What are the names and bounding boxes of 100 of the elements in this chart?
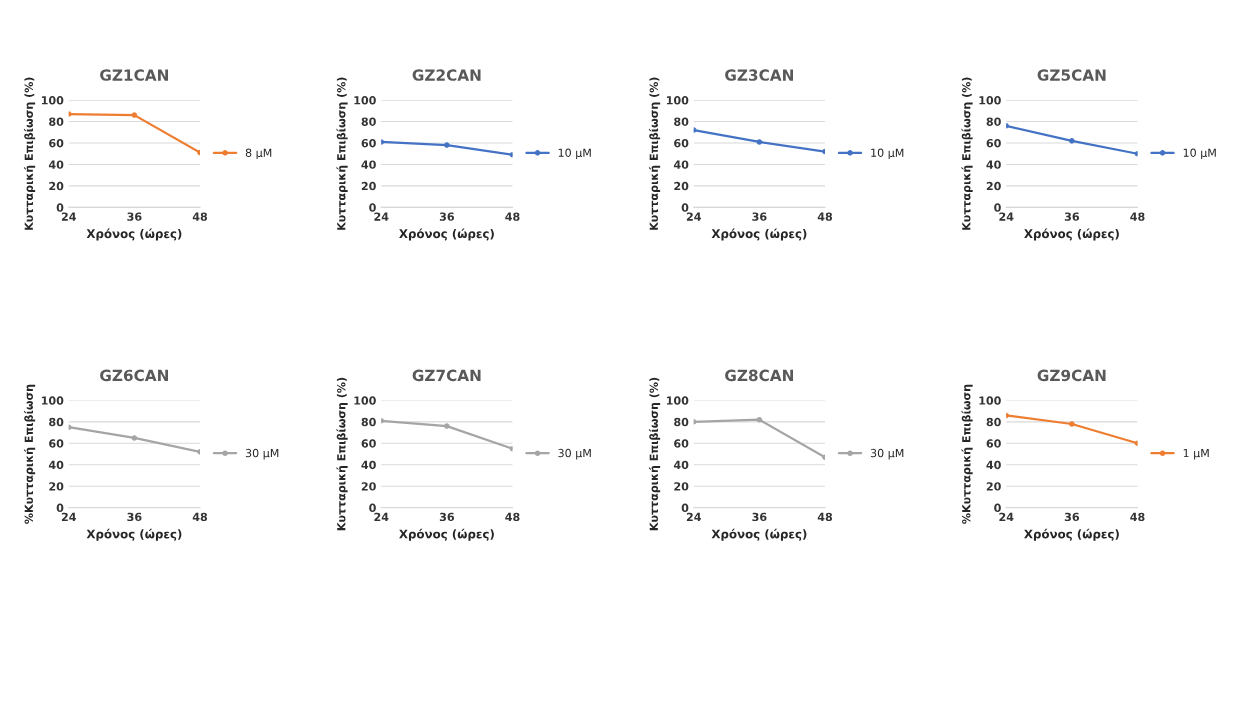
- y-axis-title: Κυτταρική Επιβίωση (%): [336, 77, 348, 230]
- legend-label: 30 μM: [870, 448, 904, 460]
- point: [1069, 421, 1075, 427]
- y-tick-label: 20: [986, 181, 1001, 191]
- x-tick-label: 24: [374, 512, 389, 521]
- chart-title: GZ7CAN: [412, 369, 481, 382]
- x-axis-title: Χρόνος (ώρες): [399, 528, 494, 541]
- x-tick-label: 48: [1130, 512, 1145, 522]
- y-tick-label: 0: [56, 503, 64, 513]
- chart-title: GZ5CAN: [1037, 69, 1106, 81]
- y-tick-label: 40: [361, 160, 376, 169]
- legend-label: 10 μM: [871, 148, 904, 160]
- legend-label: 1 μM: [1183, 448, 1209, 460]
- y-tick-label: 80: [49, 117, 64, 126]
- y-tick-label: 20: [674, 482, 689, 491]
- y-tick-label: 100: [354, 396, 376, 405]
- y-axis-title: Κυτταρική Επιβίωση (%): [23, 77, 36, 230]
- x-tick-label: 24: [61, 512, 76, 521]
- y-tick-label: 80: [986, 417, 1001, 427]
- y-tick-label: 80: [361, 117, 376, 126]
- x-tick-label: 36: [439, 512, 455, 522]
- x-tick-label: 48: [817, 512, 833, 522]
- y-tick-label: 0: [369, 503, 376, 513]
- y-tick-label: 100: [979, 396, 1001, 405]
- y-tick-label: 40: [986, 460, 1001, 470]
- x-axis-title: Χρόνος (ώρες): [399, 228, 494, 241]
- y-tick-label: 100: [41, 96, 64, 105]
- x-axis-title: Χρόνος (ώρες): [86, 528, 182, 541]
- y-tick-label: 20: [986, 482, 1001, 491]
- y-tick-label: 100: [666, 396, 689, 405]
- chart-title: GZ6CAN: [100, 369, 169, 382]
- y-axis-title: %Κυτταρική Επιβίωση: [23, 384, 36, 524]
- legend-label: 8 μM: [245, 148, 272, 160]
- x-tick-label: 48: [505, 212, 520, 221]
- legend-label: 30 μM: [245, 448, 279, 460]
- x-tick-label: 36: [1064, 512, 1080, 522]
- y-tick-label: 40: [48, 460, 64, 470]
- x-axis-title: Χρόνος (ώρες): [1024, 228, 1119, 241]
- y-tick-label: 0: [994, 503, 1001, 513]
- x-axis-title: Χρόνος (ώρες): [711, 228, 807, 241]
- y-axis-title: Κυτταρική Επιβίωση (%): [961, 77, 973, 230]
- y-tick-label: 60: [49, 439, 64, 448]
- x-tick-label: 36: [1064, 212, 1080, 221]
- chart-title: GZ9CAN: [1037, 369, 1106, 382]
- point: [1069, 138, 1075, 144]
- y-tick-label: 80: [674, 417, 689, 427]
- y-tick-label: 0: [681, 503, 689, 513]
- chart-title: GZ1CAN: [100, 69, 169, 81]
- y-tick-label: 20: [49, 181, 64, 191]
- y-axis-title: Κυτταρική Επιβίωση (%): [648, 77, 661, 230]
- x-tick-label: 48: [192, 512, 208, 522]
- y-tick-label: 100: [979, 96, 1001, 105]
- legend-label: 30 μM: [558, 448, 591, 460]
- x-tick-label: 24: [61, 212, 76, 221]
- y-tick-label: 0: [994, 203, 1001, 212]
- x-tick-label: 36: [752, 512, 767, 522]
- x-tick-label: 24: [686, 212, 701, 221]
- x-tick-label: 36: [439, 212, 455, 221]
- y-tick-label: 60: [361, 138, 376, 148]
- x-tick-label: 48: [505, 512, 520, 522]
- y-tick-label: 20: [674, 181, 689, 191]
- x-tick-label: 36: [752, 212, 767, 221]
- x-axis-title: Χρόνος (ώρες): [711, 528, 807, 541]
- point: [444, 423, 450, 429]
- y-tick-label: 0: [681, 203, 689, 212]
- y-tick-label: 40: [673, 160, 689, 169]
- x-tick-label: 36: [127, 212, 142, 221]
- y-tick-label: 60: [674, 439, 689, 448]
- y-tick-label: 20: [361, 482, 376, 491]
- y-tick-label: 0: [56, 203, 64, 212]
- y-axis-title: Κυτταρική Επιβίωση (%): [336, 377, 348, 531]
- y-tick-label: 60: [49, 138, 64, 148]
- x-tick-label: 24: [686, 512, 701, 521]
- y-tick-label: 40: [361, 460, 376, 470]
- y-tick-label: 100: [41, 396, 64, 405]
- chart-title: GZ2CAN: [412, 69, 481, 81]
- y-tick-label: 80: [49, 417, 64, 427]
- y-tick-label: 100: [666, 96, 689, 105]
- chart-title: GZ8CAN: [725, 369, 794, 382]
- legend-label: 10 μM: [558, 148, 591, 160]
- y-tick-label: 60: [986, 138, 1001, 148]
- y-axis-title: %Κυτταρική Επιβίωση: [961, 384, 973, 524]
- legend-label: 10 μM: [1183, 148, 1216, 160]
- point: [444, 142, 450, 148]
- x-tick-label: 24: [999, 512, 1014, 521]
- y-tick-label: 60: [674, 138, 689, 148]
- x-tick-label: 24: [374, 212, 389, 221]
- y-axis-title: Κυτταρική Επιβίωση (%): [648, 377, 661, 531]
- y-tick-label: 80: [674, 117, 689, 126]
- x-axis-title: Χρόνος (ώρες): [86, 228, 182, 241]
- y-tick-label: 100: [354, 96, 376, 105]
- x-tick-label: 48: [1130, 212, 1145, 221]
- x-tick-label: 48: [817, 212, 833, 221]
- x-tick-label: 36: [127, 512, 142, 522]
- y-tick-label: 0: [369, 203, 376, 212]
- y-tick-label: 20: [361, 181, 376, 191]
- x-tick-label: 24: [999, 212, 1014, 221]
- y-tick-label: 20: [49, 482, 64, 491]
- y-tick-label: 40: [48, 160, 64, 169]
- y-tick-label: 40: [986, 160, 1001, 169]
